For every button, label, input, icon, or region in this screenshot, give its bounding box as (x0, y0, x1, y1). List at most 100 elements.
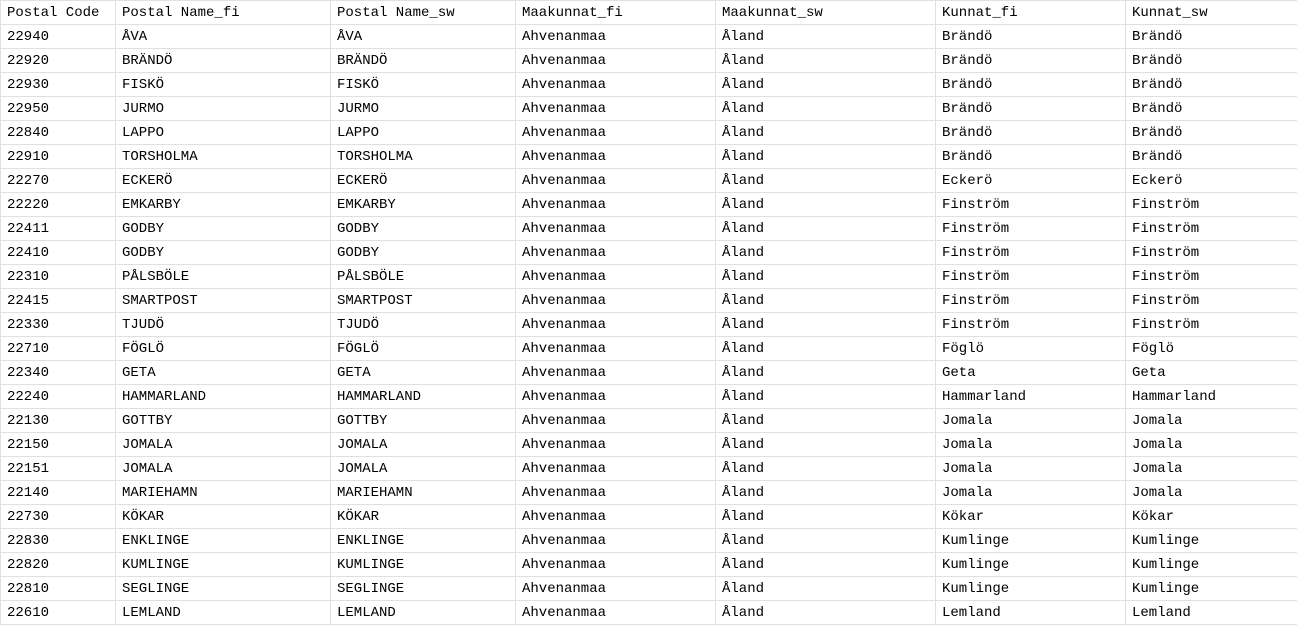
table-cell[interactable]: Finström (1126, 217, 1297, 241)
table-cell[interactable]: 22330 (1, 313, 116, 337)
table-cell[interactable]: ENKLINGE (116, 529, 331, 553)
table-cell[interactable]: Ahvenanmaa (516, 193, 716, 217)
table-cell[interactable]: Kökar (936, 505, 1126, 529)
table-cell[interactable]: BRÄNDÖ (116, 49, 331, 73)
table-cell[interactable]: Brändö (936, 97, 1126, 121)
table-row[interactable]: 22940ÅVAÅVAAhvenanmaaÅlandBrändöBrändö (1, 25, 1297, 49)
table-row[interactable]: 22220EMKARBYEMKARBYAhvenanmaaÅlandFinstr… (1, 193, 1297, 217)
table-cell[interactable]: Ahvenanmaa (516, 601, 716, 625)
table-row[interactable]: 22910TORSHOLMATORSHOLMAAhvenanmaaÅlandBr… (1, 145, 1297, 169)
table-row[interactable]: 22610LEMLANDLEMLANDAhvenanmaaÅlandLemlan… (1, 601, 1297, 625)
table-cell[interactable]: Åland (716, 49, 936, 73)
table-cell[interactable]: Kumlinge (936, 553, 1126, 577)
table-cell[interactable]: Hammarland (936, 385, 1126, 409)
table-cell[interactable]: Brändö (1126, 49, 1297, 73)
table-cell[interactable]: SEGLINGE (331, 577, 516, 601)
table-row[interactable]: 22340GETAGETAAhvenanmaaÅlandGetaGeta (1, 361, 1297, 385)
table-cell[interactable]: 22411 (1, 217, 116, 241)
column-header-postal-name-fi[interactable]: Postal Name_fi (116, 1, 331, 25)
table-cell[interactable]: Brändö (1126, 145, 1297, 169)
table-cell[interactable]: Jomala (1126, 409, 1297, 433)
table-cell[interactable]: Ahvenanmaa (516, 505, 716, 529)
table-cell[interactable]: JOMALA (331, 457, 516, 481)
column-header-maakunnat-fi[interactable]: Maakunnat_fi (516, 1, 716, 25)
table-cell[interactable]: Åland (716, 313, 936, 337)
table-cell[interactable]: Ahvenanmaa (516, 49, 716, 73)
table-cell[interactable]: Ahvenanmaa (516, 385, 716, 409)
table-cell[interactable]: GETA (116, 361, 331, 385)
table-cell[interactable]: 22130 (1, 409, 116, 433)
table-row[interactable]: 22240HAMMARLANDHAMMARLANDAhvenanmaaÅland… (1, 385, 1297, 409)
table-cell[interactable]: Åland (716, 601, 936, 625)
table-cell[interactable]: Lemland (936, 601, 1126, 625)
table-cell[interactable]: FISKÖ (116, 73, 331, 97)
table-cell[interactable]: Åland (716, 433, 936, 457)
table-cell[interactable]: SMARTPOST (331, 289, 516, 313)
table-cell[interactable]: KUMLINGE (116, 553, 331, 577)
table-cell[interactable]: TJUDÖ (331, 313, 516, 337)
table-row[interactable]: 22730KÖKARKÖKARAhvenanmaaÅlandKökarKökar (1, 505, 1297, 529)
table-cell[interactable]: Åland (716, 361, 936, 385)
table-cell[interactable]: Finström (1126, 313, 1297, 337)
table-cell[interactable]: GODBY (331, 217, 516, 241)
table-cell[interactable]: 22270 (1, 169, 116, 193)
table-cell[interactable]: PÅLSBÖLE (331, 265, 516, 289)
table-cell[interactable]: Jomala (936, 409, 1126, 433)
table-cell[interactable]: Ahvenanmaa (516, 73, 716, 97)
table-cell[interactable]: Ahvenanmaa (516, 433, 716, 457)
table-cell[interactable]: Finström (936, 217, 1126, 241)
table-cell[interactable]: PÅLSBÖLE (116, 265, 331, 289)
table-cell[interactable]: 22910 (1, 145, 116, 169)
table-cell[interactable]: Ahvenanmaa (516, 121, 716, 145)
table-cell[interactable]: Åland (716, 97, 936, 121)
table-cell[interactable]: Kumlinge (1126, 577, 1297, 601)
table-cell[interactable]: Åland (716, 121, 936, 145)
table-cell[interactable]: Ahvenanmaa (516, 265, 716, 289)
table-cell[interactable]: Åland (716, 577, 936, 601)
table-cell[interactable]: ÅVA (116, 25, 331, 49)
table-cell[interactable]: Åland (716, 217, 936, 241)
table-cell[interactable]: 22840 (1, 121, 116, 145)
table-cell[interactable]: Brändö (936, 25, 1126, 49)
table-cell[interactable]: TJUDÖ (116, 313, 331, 337)
table-cell[interactable]: 22240 (1, 385, 116, 409)
table-cell[interactable]: 22710 (1, 337, 116, 361)
table-cell[interactable]: 22150 (1, 433, 116, 457)
table-cell[interactable]: EMKARBY (116, 193, 331, 217)
table-row[interactable]: 22330TJUDÖTJUDÖAhvenanmaaÅlandFinströmFi… (1, 313, 1297, 337)
table-cell[interactable]: 22930 (1, 73, 116, 97)
table-cell[interactable]: LAPPO (331, 121, 516, 145)
column-header-kunnat-sw[interactable]: Kunnat_sw (1126, 1, 1297, 25)
table-cell[interactable]: JOMALA (331, 433, 516, 457)
table-cell[interactable]: 22730 (1, 505, 116, 529)
table-row[interactable]: 22830ENKLINGEENKLINGEAhvenanmaaÅlandKuml… (1, 529, 1297, 553)
table-cell[interactable]: Åland (716, 553, 936, 577)
table-cell[interactable]: Brändö (936, 73, 1126, 97)
table-cell[interactable]: Finström (936, 313, 1126, 337)
table-cell[interactable]: TORSHOLMA (331, 145, 516, 169)
table-cell[interactable]: JOMALA (116, 433, 331, 457)
table-cell[interactable]: ÅVA (331, 25, 516, 49)
table-cell[interactable]: KUMLINGE (331, 553, 516, 577)
column-header-maakunnat-sw[interactable]: Maakunnat_sw (716, 1, 936, 25)
table-cell[interactable]: Ahvenanmaa (516, 217, 716, 241)
table-row[interactable]: 22840LAPPOLAPPOAhvenanmaaÅlandBrändöBrän… (1, 121, 1297, 145)
table-cell[interactable]: FISKÖ (331, 73, 516, 97)
table-cell[interactable]: 22920 (1, 49, 116, 73)
table-cell[interactable]: Jomala (1126, 457, 1297, 481)
table-cell[interactable]: Åland (716, 169, 936, 193)
table-cell[interactable]: LEMLAND (331, 601, 516, 625)
table-cell[interactable]: Åland (716, 193, 936, 217)
table-cell[interactable]: FÖGLÖ (331, 337, 516, 361)
table-cell[interactable]: JOMALA (116, 457, 331, 481)
table-cell[interactable]: GETA (331, 361, 516, 385)
table-cell[interactable]: Ahvenanmaa (516, 313, 716, 337)
table-cell[interactable]: Åland (716, 25, 936, 49)
table-cell[interactable]: MARIEHAMN (116, 481, 331, 505)
table-cell[interactable]: Kumlinge (1126, 529, 1297, 553)
table-cell[interactable]: LAPPO (116, 121, 331, 145)
table-cell[interactable]: JURMO (331, 97, 516, 121)
table-cell[interactable]: Åland (716, 385, 936, 409)
table-cell[interactable]: GOTTBY (116, 409, 331, 433)
table-cell[interactable]: Kumlinge (936, 577, 1126, 601)
